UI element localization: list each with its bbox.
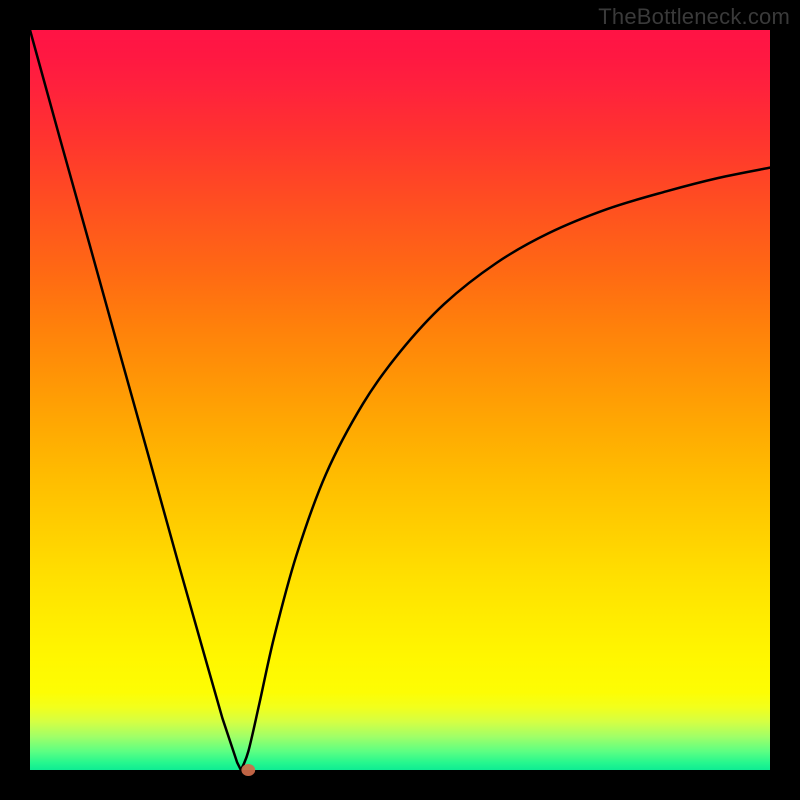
minimum-marker <box>241 764 255 776</box>
plot-background <box>30 30 770 770</box>
watermark-text: TheBottleneck.com <box>598 4 790 30</box>
chart-container: TheBottleneck.com <box>0 0 800 800</box>
bottleneck-chart <box>0 0 800 800</box>
